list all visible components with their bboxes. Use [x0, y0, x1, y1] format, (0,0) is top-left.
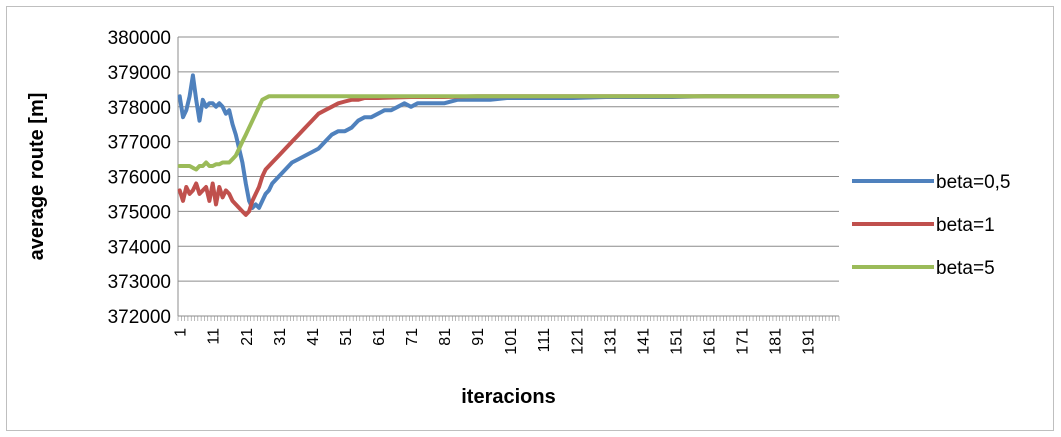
- x-tick-label: 41: [305, 328, 322, 346]
- y-tick-label: 374000: [108, 237, 171, 258]
- x-tick-label: 81: [437, 328, 454, 346]
- y-tick-label: 377000: [108, 133, 171, 154]
- legend-label: beta=5: [936, 258, 995, 279]
- y-tick-label: 379000: [108, 63, 171, 84]
- series-line: [177, 73, 840, 210]
- x-tick-label: 91: [470, 328, 487, 346]
- x-tick-label: 111: [536, 328, 553, 352]
- x-tick-label: 151: [668, 328, 685, 355]
- y-tick-label: 376000: [108, 168, 171, 189]
- x-tick-label: 181: [768, 328, 785, 355]
- y-tick-labels: 372000 373000 374000 375000 376000 377000 3780…: [108, 28, 171, 328]
- y-tick-label: 373000: [108, 272, 171, 293]
- x-tick-labels: 1 11 21 31 41 51 61 71 81 91 101 111 121 131 141 151 161…: [173, 328, 818, 355]
- x-tick-label: 121: [569, 328, 586, 355]
- series-line: [177, 94, 840, 217]
- legend-label: beta=0,5: [936, 172, 1011, 193]
- x-tick-label: 51: [338, 328, 355, 346]
- x-tick-label: 31: [272, 328, 289, 346]
- legend-label: beta=1: [936, 215, 995, 236]
- series-line: [177, 94, 840, 172]
- x-tick-label: 131: [602, 328, 619, 355]
- x-axis-title: iteracions: [461, 386, 555, 408]
- x-tick-label: 61: [371, 328, 388, 346]
- y-tick-label: 380000: [108, 28, 171, 49]
- x-tick-label: 171: [735, 328, 752, 355]
- x-tick-label: 11: [206, 328, 223, 345]
- x-tick-label: 191: [801, 328, 818, 355]
- y-tick-label: 378000: [108, 98, 171, 119]
- x-tick-label: 21: [239, 328, 256, 346]
- chart-frame: [6, 6, 1054, 431]
- y-tick-label: 375000: [108, 202, 171, 223]
- gridlines: [178, 36, 839, 282]
- x-tick-label: 161: [701, 328, 718, 355]
- y-axis-title: average route [m]: [26, 93, 48, 261]
- y-tick-label: 372000: [108, 307, 171, 328]
- legend: beta=0,5 beta=1 beta=5: [852, 172, 1011, 279]
- axes: [177, 37, 840, 321]
- x-tick-label: 1: [173, 328, 190, 337]
- series-lines: [177, 73, 840, 217]
- x-tick-label: 71: [404, 328, 421, 346]
- x-tick-label: 141: [635, 328, 652, 355]
- x-tick-label: 101: [503, 328, 520, 355]
